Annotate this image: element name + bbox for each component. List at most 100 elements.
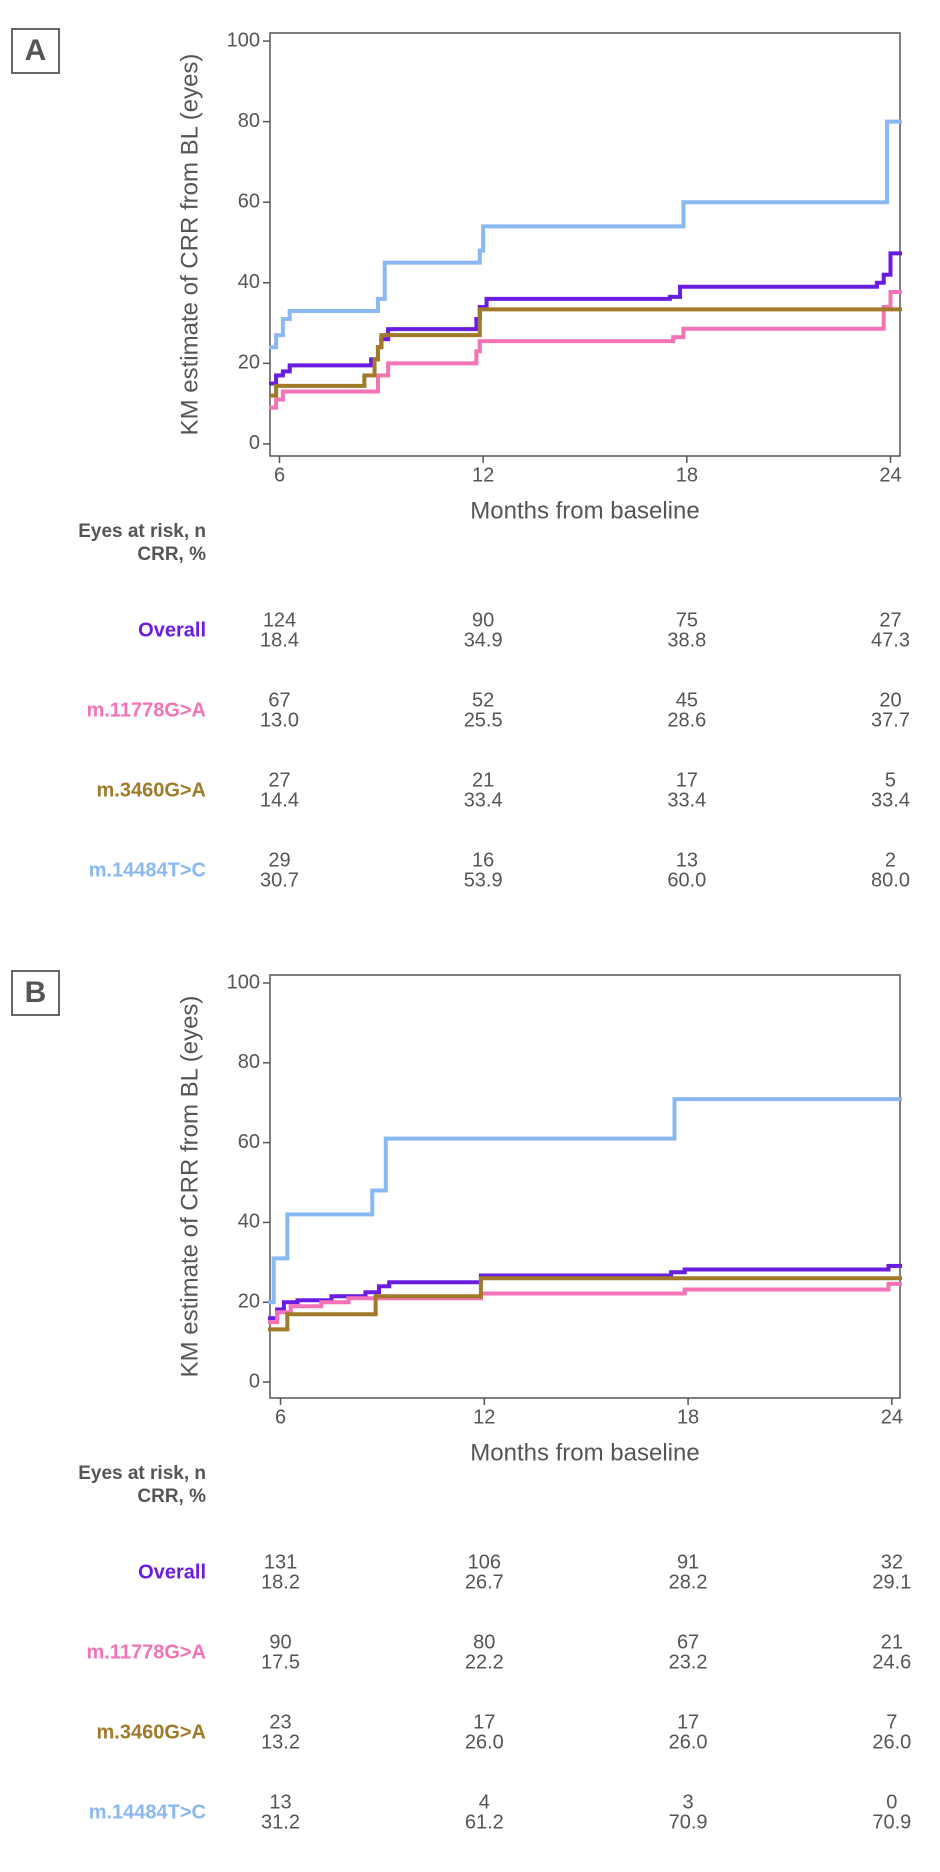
- x-tick-label: 18: [676, 464, 698, 486]
- crr-pct: 25.5: [464, 709, 503, 731]
- crr-pct: 34.9: [464, 629, 503, 651]
- at-risk-n: 29: [268, 849, 290, 871]
- at-risk-n: 5: [885, 769, 896, 791]
- crr-pct: 22.2: [465, 1651, 504, 1673]
- crr-pct: 13.2: [261, 1731, 300, 1753]
- x-axis-label: Months from baseline: [470, 497, 699, 524]
- crr-pct: 38.8: [667, 629, 706, 651]
- crr-pct: 70.9: [669, 1811, 708, 1833]
- crr-pct: 33.4: [667, 789, 706, 811]
- at-risk-n: 2: [885, 849, 896, 871]
- crr-pct: 28.2: [669, 1571, 708, 1593]
- at-risk-n: 21: [881, 1631, 903, 1653]
- at-risk-n: 52: [472, 689, 494, 711]
- table-header: CRR, %: [137, 1486, 206, 1507]
- x-tick-label: 18: [677, 1406, 699, 1428]
- crr-pct: 18.2: [261, 1571, 300, 1593]
- y-tick-label: 20: [238, 1291, 260, 1313]
- crr-pct: 17.5: [261, 1651, 300, 1673]
- at-risk-n: 17: [676, 769, 698, 791]
- at-risk-n: 20: [879, 689, 901, 711]
- crr-pct: 24.6: [872, 1651, 911, 1673]
- crr-pct: 23.2: [669, 1651, 708, 1673]
- crr-pct: 70.9: [872, 1811, 911, 1833]
- at-risk-n: 124: [263, 609, 296, 631]
- plot-frame: [269, 32, 901, 457]
- crr-pct: 26.7: [465, 1571, 504, 1593]
- crr-pct: 80.0: [871, 869, 910, 891]
- at-risk-n: 106: [468, 1551, 501, 1573]
- x-tick-label: 12: [473, 1406, 495, 1428]
- panel-box: [11, 970, 60, 1016]
- y-tick-label: 80: [238, 1051, 260, 1073]
- crr-pct: 26.0: [669, 1731, 708, 1753]
- panel-box: [11, 28, 60, 74]
- at-risk-n: 17: [677, 1711, 699, 1733]
- crr-pct: 31.2: [261, 1811, 300, 1833]
- table-header: CRR, %: [137, 544, 206, 565]
- crr-pct: 47.3: [871, 629, 910, 651]
- y-tick-label: 40: [238, 271, 260, 293]
- panel-label: B: [25, 976, 47, 1009]
- at-risk-n: 80: [473, 1631, 495, 1653]
- y-tick-label: 100: [227, 971, 260, 993]
- crr-pct: 61.2: [465, 1811, 504, 1833]
- at-risk-n: 17: [473, 1711, 495, 1733]
- at-risk-n: 32: [881, 1551, 903, 1573]
- at-risk-n: 13: [269, 1791, 291, 1813]
- row-name: m.11778G>A: [86, 1641, 206, 1663]
- plot-frame: [269, 974, 901, 1399]
- x-tick-label: 6: [274, 464, 285, 486]
- at-risk-n: 13: [676, 849, 698, 871]
- crr-pct: 14.4: [260, 789, 299, 811]
- crr-pct: 29.1: [872, 1571, 911, 1593]
- y-tick-label: 100: [227, 29, 260, 51]
- y-tick-label: 60: [238, 1131, 260, 1153]
- at-risk-n: 90: [269, 1631, 291, 1653]
- at-risk-n: 0: [886, 1791, 897, 1813]
- crr-pct: 13.0: [260, 709, 299, 731]
- crr-pct: 26.0: [465, 1731, 504, 1753]
- y-tick-label: 0: [249, 1370, 260, 1392]
- y-tick-label: 0: [249, 432, 260, 454]
- at-risk-n: 27: [268, 769, 290, 791]
- row-name: m.14484T>C: [89, 1801, 206, 1823]
- y-axis-label: KM estimate of CRR from BL (eyes): [176, 54, 203, 436]
- y-axis-label: KM estimate of CRR from BL (eyes): [176, 996, 203, 1378]
- crr-pct: 37.7: [871, 709, 910, 731]
- row-name: m.3460G>A: [96, 779, 206, 801]
- x-axis-label: Months from baseline: [470, 1439, 699, 1466]
- crr-pct: 33.4: [871, 789, 910, 811]
- x-tick-label: 12: [472, 464, 494, 486]
- at-risk-n: 21: [472, 769, 494, 791]
- at-risk-n: 23: [269, 1711, 291, 1733]
- row-name: m.11778G>A: [86, 699, 206, 721]
- table-header: Eyes at risk, n: [78, 1463, 206, 1484]
- at-risk-n: 16: [472, 849, 494, 871]
- at-risk-n: 90: [472, 609, 494, 631]
- y-tick-label: 80: [238, 110, 260, 132]
- row-name: m.14484T>C: [89, 859, 206, 881]
- x-tick-label: 6: [275, 1406, 286, 1428]
- at-risk-n: 131: [264, 1551, 297, 1573]
- crr-pct: 28.6: [667, 709, 706, 731]
- y-tick-label: 60: [238, 190, 260, 212]
- panel-label: A: [25, 34, 47, 67]
- crr-pct: 26.0: [872, 1731, 911, 1753]
- row-name: Overall: [138, 1561, 206, 1583]
- y-tick-label: 20: [238, 352, 260, 374]
- crr-pct: 18.4: [260, 629, 299, 651]
- y-tick-label: 40: [238, 1211, 260, 1233]
- at-risk-n: 67: [677, 1631, 699, 1653]
- crr-pct: 53.9: [464, 869, 503, 891]
- x-tick-label: 24: [879, 464, 901, 486]
- at-risk-n: 27: [879, 609, 901, 631]
- at-risk-n: 91: [677, 1551, 699, 1573]
- crr-pct: 30.7: [260, 869, 299, 891]
- row-name: m.3460G>A: [96, 1721, 206, 1743]
- at-risk-n: 7: [886, 1711, 897, 1733]
- at-risk-n: 3: [683, 1791, 694, 1813]
- at-risk-n: 75: [676, 609, 698, 631]
- at-risk-n: 45: [676, 689, 698, 711]
